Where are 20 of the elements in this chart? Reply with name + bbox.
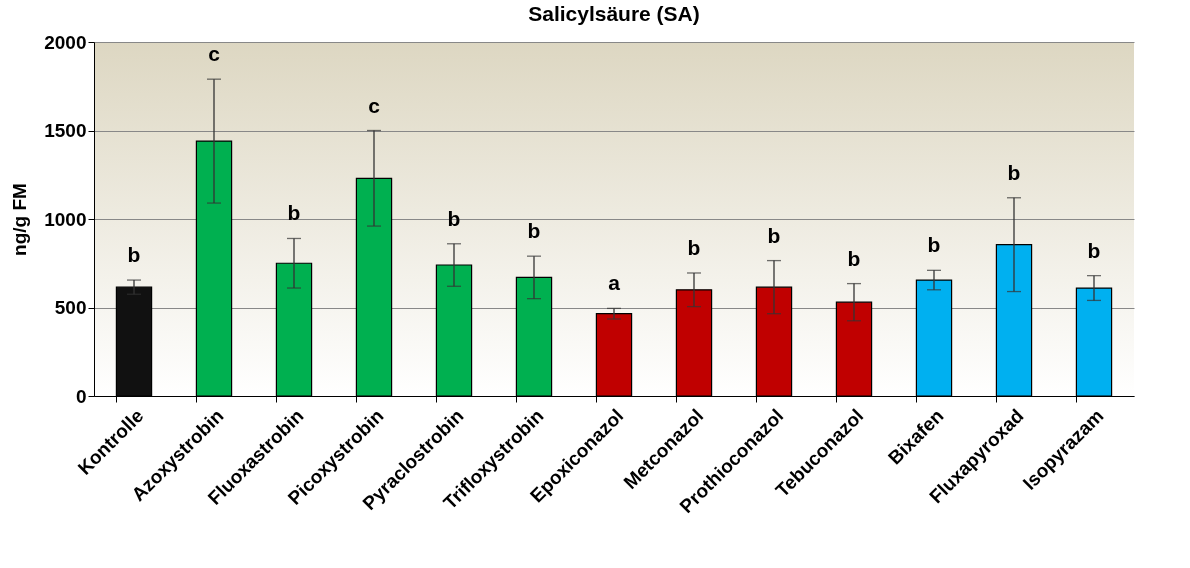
annotation: b	[687, 235, 701, 259]
annotation: b	[1007, 160, 1021, 184]
y-tick-label: 500	[54, 297, 87, 318]
y-tick-label: 1500	[44, 120, 87, 141]
annotation: b	[127, 243, 141, 267]
y-axis-title: ng/g FM	[9, 183, 31, 256]
y-tick-label: 2000	[44, 31, 87, 53]
annotation: b	[927, 233, 941, 257]
annotation: a	[608, 271, 621, 295]
annotation: c	[208, 42, 221, 66]
annotation: b	[767, 223, 781, 247]
annotation: b	[1087, 238, 1101, 262]
annotation: b	[287, 201, 301, 225]
y-tick-label: 1000	[44, 208, 87, 230]
annotation: b	[847, 246, 861, 270]
chart-title: Salicylsäure (SA)	[528, 2, 700, 25]
annotation: b	[447, 206, 461, 230]
y-tick-label: 0	[75, 385, 87, 407]
annotation: b	[527, 219, 541, 243]
annotation: c	[368, 93, 381, 117]
